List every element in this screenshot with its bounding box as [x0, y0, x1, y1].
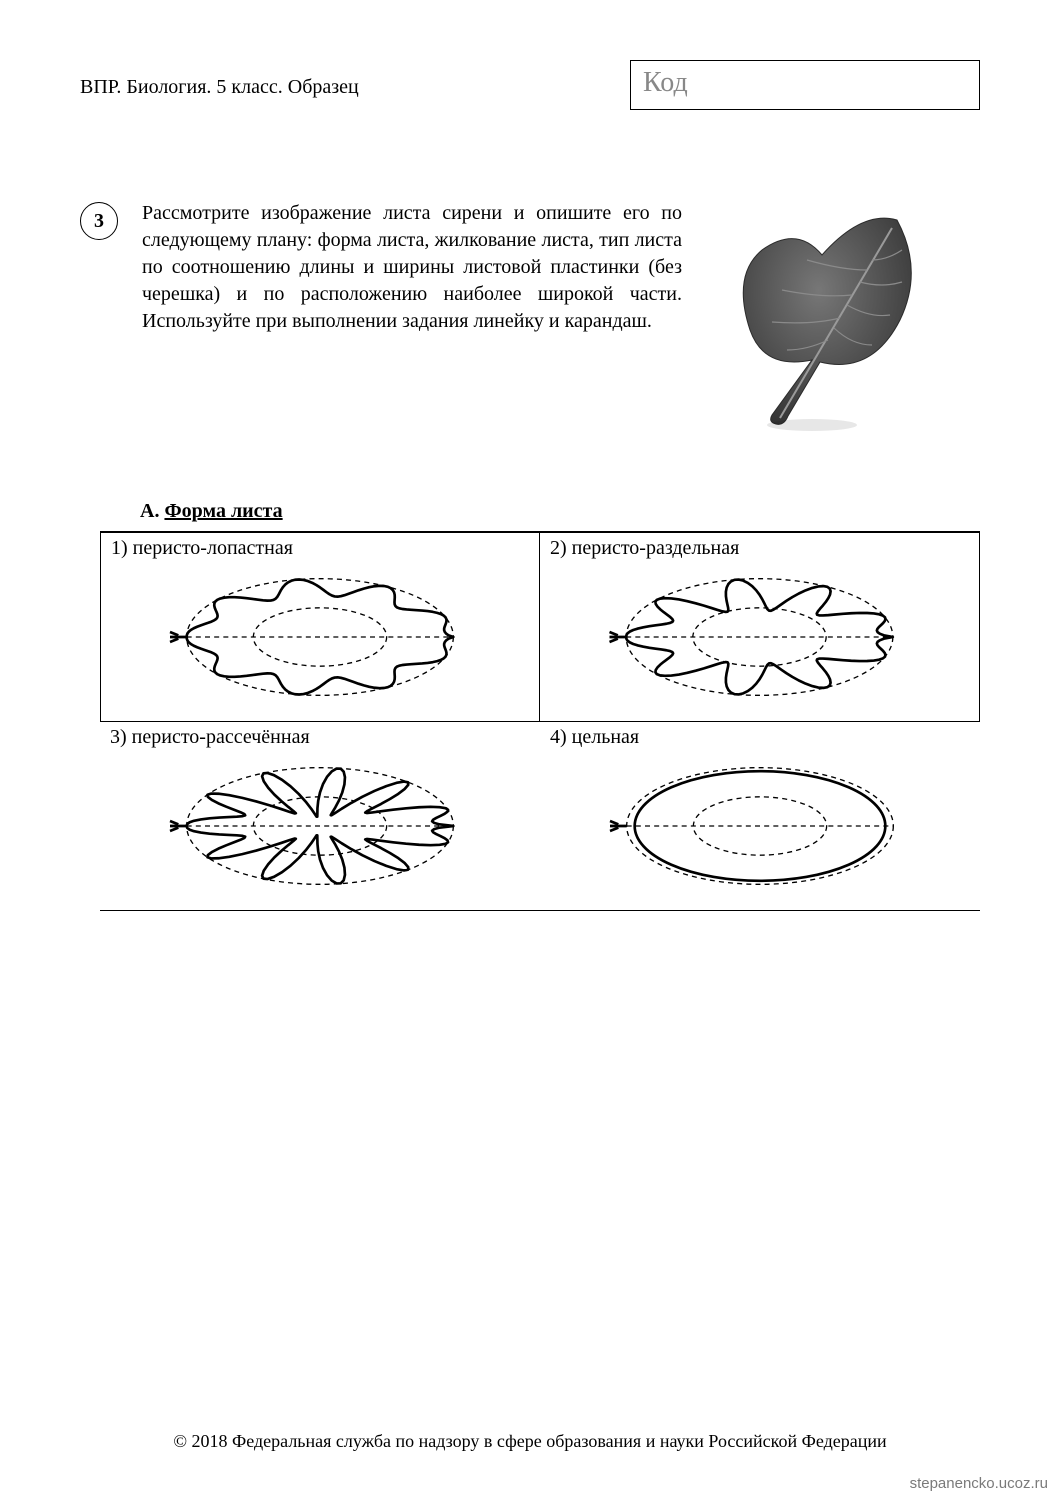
leaf-shape-options-grid: 1) перисто-лопастная 2) перисто-раздельн… — [100, 531, 980, 911]
diagram-lobed-shallow — [111, 562, 529, 712]
option-2-cell: 2) перисто-раздельная — [540, 532, 980, 722]
question-3: 3 Рассмотрите изображение листа сирени и… — [80, 200, 980, 440]
option-2-label: 2) перисто-раздельная — [550, 537, 969, 560]
section-a-title: А. Форма листа — [140, 500, 980, 523]
diagram-lobed-deep — [550, 562, 969, 712]
question-text: Рассмотрите изображение листа сирени и о… — [142, 200, 682, 440]
header-title: ВПР. Биология. 5 класс. Образец — [80, 76, 359, 99]
option-1-cell: 1) перисто-лопастная — [100, 532, 540, 722]
question-number-badge: 3 — [80, 202, 118, 240]
option-4-label: 4) цельная — [550, 726, 970, 749]
page-footer: © 2018 Федеральная служба по надзору в с… — [0, 1431, 1060, 1452]
diagram-dissected — [110, 751, 530, 901]
code-label: Код — [643, 67, 688, 98]
option-4-cell: 4) цельная — [540, 722, 980, 910]
option-1-label: 1) перисто-лопастная — [111, 537, 529, 560]
code-input-box[interactable]: Код — [630, 60, 980, 110]
watermark: stepanencko.ucoz.ru — [910, 1475, 1048, 1492]
option-3-cell: 3) перисто-рассечённая — [100, 722, 540, 910]
option-3-label: 3) перисто-рассечённая — [110, 726, 530, 749]
page-header: ВПР. Биология. 5 класс. Образец Код — [80, 60, 980, 110]
lilac-leaf-photo — [702, 200, 922, 440]
diagram-entire — [550, 751, 970, 901]
